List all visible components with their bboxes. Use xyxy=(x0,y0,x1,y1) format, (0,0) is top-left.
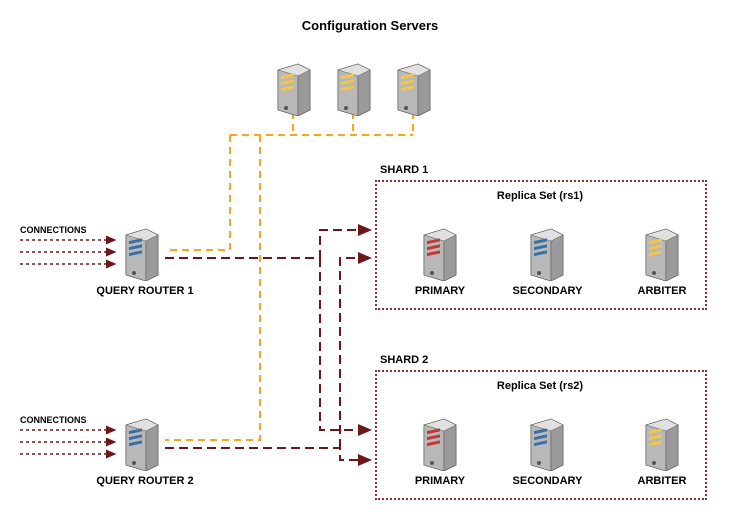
qr2-label: QUERY ROUTER 2 xyxy=(90,475,200,487)
qr1-label: QUERY ROUTER 1 xyxy=(90,285,200,297)
s1-arbiter-label: ARBITER xyxy=(622,285,702,297)
s2-secondary-label: SECONDARY xyxy=(505,475,590,487)
s1-primary-label: PRIMARY xyxy=(400,285,480,297)
s2-arbiter-label: ARBITER xyxy=(622,475,702,487)
rs2-label: Replica Set (rs2) xyxy=(460,380,620,392)
s1-secondary-label: SECONDARY xyxy=(505,285,590,297)
server-icon xyxy=(525,415,567,467)
server-icon xyxy=(120,415,162,467)
server-icon xyxy=(392,60,434,112)
server-icon xyxy=(120,225,162,277)
connections-label-1: CONNECTIONS xyxy=(20,225,87,235)
shard2-title: SHARD 2 xyxy=(380,354,428,366)
diagram-canvas: Configuration Servers SHARD 1 Rep xyxy=(0,0,736,527)
shard1-title: SHARD 1 xyxy=(380,164,428,176)
server-icon xyxy=(640,225,682,277)
connections-label-2: CONNECTIONS xyxy=(20,415,87,425)
server-icon xyxy=(418,225,460,277)
server-icon xyxy=(525,225,567,277)
server-icon xyxy=(272,60,314,112)
config-title: Configuration Servers xyxy=(280,18,460,33)
server-icon xyxy=(640,415,682,467)
rs1-label: Replica Set (rs1) xyxy=(460,190,620,202)
server-icon xyxy=(332,60,374,112)
server-icon xyxy=(418,415,460,467)
s2-primary-label: PRIMARY xyxy=(400,475,480,487)
